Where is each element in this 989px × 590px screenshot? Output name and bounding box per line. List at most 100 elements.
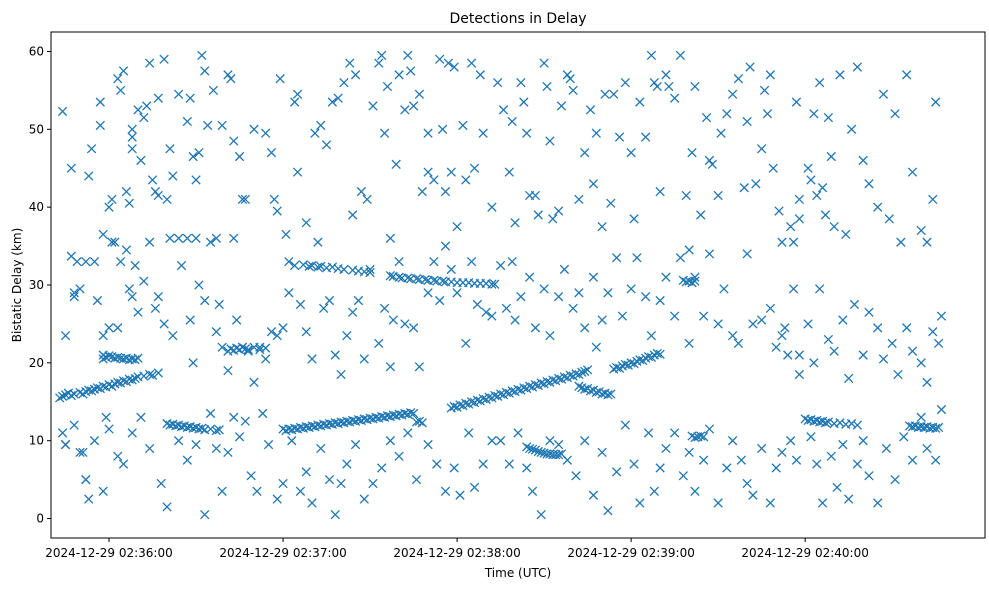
x-axis-ticks: 2024-12-29 02:36:00 2024-12-29 02:37:00 20… <box>45 538 869 560</box>
data-point <box>510 218 520 228</box>
data-point <box>559 264 570 275</box>
data-point <box>115 256 126 267</box>
data-point <box>696 431 706 441</box>
data-point <box>539 58 549 68</box>
data-point <box>194 148 204 158</box>
data-point <box>629 214 639 224</box>
data-point <box>150 186 161 197</box>
data-point <box>719 284 729 294</box>
data-point <box>452 221 462 232</box>
data-point <box>208 85 219 96</box>
data-point <box>104 424 114 434</box>
data-point <box>928 327 938 337</box>
data-point <box>858 436 868 446</box>
data-point <box>223 447 233 458</box>
data-point <box>748 490 758 500</box>
data-point <box>84 494 94 504</box>
data-point <box>472 299 483 310</box>
data-point <box>713 498 723 508</box>
data-point <box>365 267 375 278</box>
data-point <box>400 105 410 115</box>
data-point <box>536 509 546 520</box>
data-point <box>884 214 894 224</box>
data-point <box>887 338 897 349</box>
data-point <box>722 463 732 473</box>
data-point <box>553 206 564 216</box>
data-point <box>690 432 700 443</box>
data-point <box>301 218 311 228</box>
data-point <box>127 292 137 302</box>
data-markers <box>55 50 947 520</box>
data-point <box>113 377 123 387</box>
data-point <box>182 455 192 465</box>
data-point <box>260 343 271 353</box>
data-point <box>275 74 285 84</box>
data-point <box>316 120 326 131</box>
data-point <box>553 439 564 450</box>
data-point <box>142 101 152 111</box>
data-point <box>756 443 767 454</box>
data-point <box>98 354 108 364</box>
data-point <box>559 372 570 382</box>
data-point <box>417 418 427 428</box>
data-point <box>580 366 590 377</box>
data-point <box>635 97 645 107</box>
data-point <box>916 358 926 368</box>
data-point <box>704 424 715 434</box>
data-point <box>252 486 262 496</box>
data-point <box>669 428 680 438</box>
data-point <box>92 295 103 306</box>
data-point <box>359 354 369 364</box>
data-point <box>788 284 799 294</box>
data-point <box>324 295 335 306</box>
data-point <box>916 225 926 236</box>
data-point <box>745 62 755 72</box>
data-point <box>803 319 813 329</box>
data-point <box>168 171 178 181</box>
data-point <box>597 447 607 458</box>
data-point <box>733 338 744 349</box>
data-point <box>652 81 662 92</box>
data-point <box>348 307 358 317</box>
data-point <box>336 369 346 380</box>
data-point <box>118 66 129 76</box>
data-point <box>536 447 546 458</box>
y-tick-label: 60 <box>29 44 44 58</box>
data-point <box>785 436 796 446</box>
data-point <box>217 120 227 131</box>
data-point <box>873 498 883 508</box>
data-point <box>829 221 839 232</box>
data-point <box>698 311 709 321</box>
data-point <box>159 54 169 64</box>
data-point <box>600 89 610 99</box>
data-point <box>626 148 636 158</box>
data-point <box>524 272 535 282</box>
data-point <box>113 451 123 461</box>
data-point <box>147 370 158 380</box>
data-point <box>530 445 541 455</box>
data-point <box>696 210 706 220</box>
data-point <box>585 386 596 396</box>
data-point <box>620 420 630 430</box>
data-point <box>287 436 297 446</box>
data-point <box>197 50 207 61</box>
data-point <box>118 376 129 386</box>
data-point <box>675 253 686 263</box>
data-point <box>748 319 758 329</box>
data-point <box>504 167 514 177</box>
data-point <box>139 276 149 286</box>
data-point <box>139 371 149 381</box>
data-point <box>545 330 555 341</box>
data-point <box>611 253 622 263</box>
data-point <box>57 106 68 117</box>
data-point <box>858 155 868 166</box>
data-point <box>217 342 227 352</box>
data-point <box>139 112 149 123</box>
data-point <box>69 288 79 298</box>
data-point <box>771 463 781 473</box>
data-point <box>78 447 88 458</box>
data-point <box>107 194 117 205</box>
data-point <box>568 303 578 314</box>
data-point <box>690 81 700 92</box>
data-point <box>249 377 259 387</box>
